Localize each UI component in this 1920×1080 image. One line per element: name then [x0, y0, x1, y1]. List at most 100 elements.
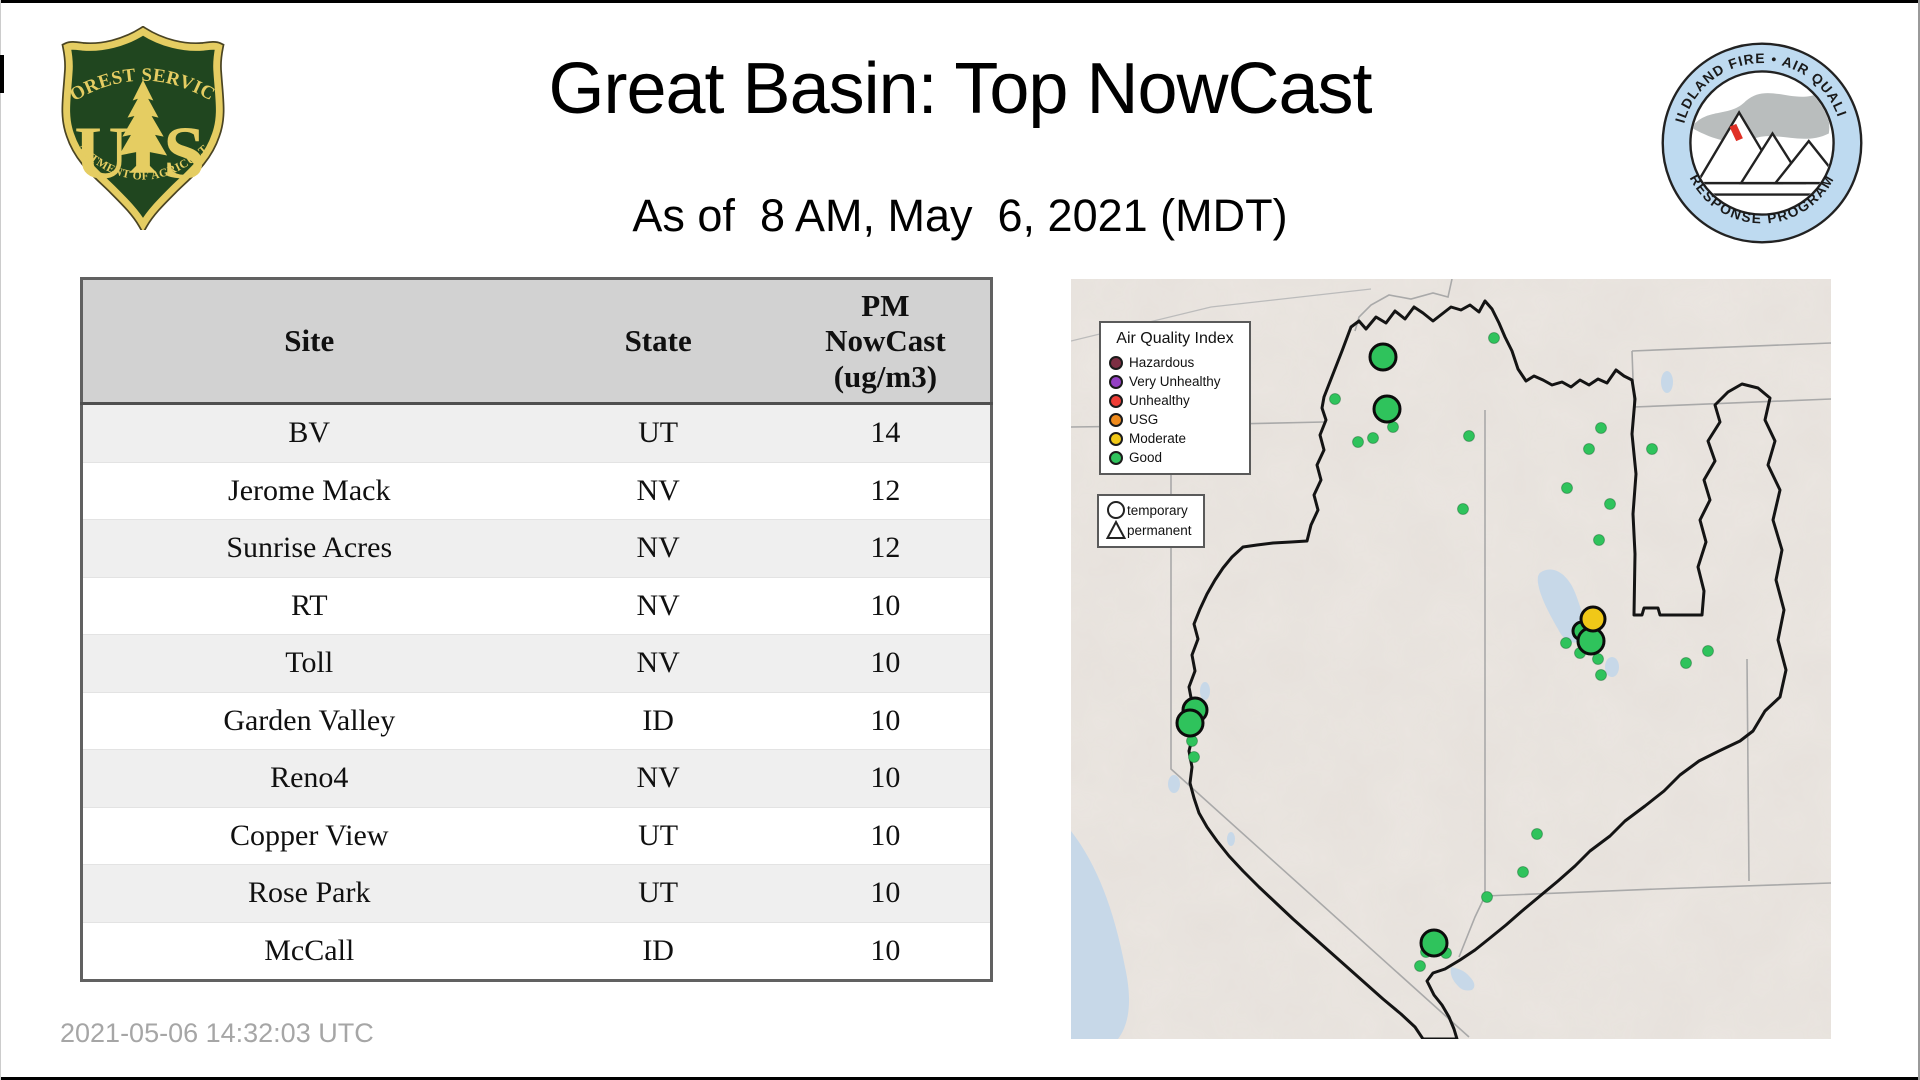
cell-state: NV	[535, 519, 781, 577]
monitor-marker-permanent-good	[1188, 751, 1200, 763]
aqi-legend-item: Good	[1109, 448, 1241, 467]
monitor-marker-permanent-good	[1604, 498, 1616, 510]
lake-walker	[1227, 832, 1235, 846]
aqi-legend-item: USG	[1109, 410, 1241, 429]
timestamp: 2021-05-06 14:32:03 UTC	[60, 1018, 374, 1048]
monitor-marker-temporary-good	[1419, 928, 1449, 958]
monitor-marker-permanent-good	[1593, 534, 1605, 546]
water-features	[1071, 323, 1673, 1039]
aqi-legend-item: Very Unhealthy	[1109, 372, 1241, 391]
monitor-marker-permanent-good	[1463, 430, 1475, 442]
frame-top-line	[0, 0, 1920, 3]
table-header-row: Site State PM NowCast (ug/m3)	[81, 278, 992, 405]
border-id-wy	[1631, 342, 1831, 352]
cell-site: Rose Park	[81, 864, 536, 922]
cell-site: Reno4	[81, 749, 536, 807]
monitor-marker-permanent-good	[1560, 637, 1572, 649]
cell-state: UT	[535, 864, 781, 922]
aqi-color-dot-icon	[1109, 393, 1123, 408]
aqi-item-label: Good	[1129, 450, 1163, 465]
cell-site: Garden Valley	[81, 691, 536, 750]
monitor-marker-temporary-good	[1372, 394, 1402, 424]
permanent-label: permanent	[1127, 523, 1192, 538]
table-row: BV UT 14	[81, 403, 992, 462]
wfaqrp-logo: WILDLAND FIRE • AIR QUALITY RESPONSE PRO…	[1657, 38, 1863, 244]
aqi-legend-item: Moderate	[1109, 429, 1241, 448]
pm-header-line1: PM	[861, 287, 910, 323]
nowcast-table: Site State PM NowCast (ug/m3) BV UT 14 Jero…	[80, 277, 993, 982]
border-az-nv-river	[1458, 895, 1486, 958]
frame-bottom-line	[0, 1077, 1920, 1080]
monitor-marker-temporary-moderate	[1579, 605, 1607, 633]
temporary-label: temporary	[1127, 503, 1188, 518]
monitor-marker-permanent-good	[1561, 482, 1573, 494]
monitor-marker-permanent-good	[1583, 443, 1595, 455]
frame-left-tick	[0, 55, 4, 93]
aqi-legend-title: Air Quality Index	[1116, 330, 1234, 347]
aqi-color-dot-icon	[1109, 431, 1123, 446]
cell-pm-nowcast: 12	[780, 519, 992, 577]
flame-icon	[1729, 123, 1743, 142]
cell-pm-nowcast: 12	[780, 461, 992, 520]
aqi-item-label: Unhealthy	[1129, 393, 1190, 408]
monitor-marker-permanent-good	[1329, 393, 1341, 405]
permanent-symbol-icon	[1105, 519, 1127, 539]
col-header-pm-nowcast: PM NowCast (ug/m3)	[780, 278, 992, 405]
pacific-ocean	[1071, 831, 1130, 1039]
aqi-item-label: USG	[1129, 412, 1159, 427]
monitor-type-symbols	[1105, 501, 1127, 539]
cell-site: Toll	[81, 634, 536, 692]
cell-pm-nowcast: 10	[780, 806, 992, 865]
great-salt-lake	[1537, 569, 1585, 643]
page-subtitle: As of 8 AM, May 6, 2021 (MDT)	[632, 190, 1288, 241]
great-basin-boundary	[1186, 299, 1788, 1039]
table-row: Sunrise Acres NV 12	[81, 519, 992, 577]
aqi-color-dot-icon	[1109, 355, 1123, 370]
lake-utah	[1605, 657, 1619, 677]
cell-state: NV	[535, 634, 781, 692]
col-header-site: Site	[81, 278, 536, 405]
aqi-item-label: Moderate	[1129, 431, 1187, 446]
table-row: Reno4 NV 10	[81, 749, 992, 807]
cell-pm-nowcast: 10	[780, 576, 992, 635]
aqi-legend: Air Quality Index Hazardous Very Unhealth…	[1099, 321, 1251, 475]
nowcast-table-body: BV UT 14 Jerome Mack NV 12 Sunrise Acres NV 12 RT…	[81, 403, 992, 981]
usfs-letter-s: S	[163, 112, 205, 195]
table-row: Copper View UT 10	[81, 806, 992, 865]
monitor-markers-large	[1175, 342, 1607, 958]
cell-pm-nowcast: 10	[780, 691, 992, 750]
page-title: Great Basin: Top NowCast	[548, 49, 1372, 129]
table-row: McCall ID 10	[81, 921, 992, 981]
aqi-legend-items: Hazardous Very Unhealthy Unhealthy USG Moder…	[1109, 353, 1241, 467]
aqi-color-dot-icon	[1109, 450, 1123, 465]
table-row: Garden Valley ID 10	[81, 691, 992, 750]
usfs-letter-u: U	[74, 112, 129, 195]
cell-site: McCall	[81, 921, 536, 981]
frame-right-line	[1918, 0, 1920, 1080]
border-or-id	[1354, 279, 1453, 332]
cell-site: Copper View	[81, 806, 536, 865]
aqi-item-label: Hazardous	[1129, 355, 1195, 370]
table-row: Jerome Mack NV 12	[81, 461, 992, 520]
cell-site: Jerome Mack	[81, 461, 536, 520]
cell-site: Sunrise Acres	[81, 519, 536, 577]
smoke-icon	[1691, 93, 1830, 142]
pm-header-line2: NowCast	[825, 323, 946, 359]
cell-state: UT	[535, 806, 781, 865]
frame-left-line	[0, 0, 1, 1080]
monitor-marker-permanent-good	[1517, 866, 1529, 878]
monitor-marker-permanent-good	[1414, 960, 1426, 972]
usfs-logo: FOREST SERVICE U S DEPARTMENT OF AGRICUL…	[57, 26, 225, 230]
cell-site: BV	[81, 403, 536, 462]
monitor-marker-permanent-good	[1352, 436, 1364, 448]
monitor-marker-permanent-good	[1595, 422, 1607, 434]
cell-state: NV	[535, 749, 781, 807]
cell-pm-nowcast: 10	[780, 864, 992, 922]
monitor-marker-permanent-good	[1702, 645, 1714, 657]
aqi-item-label: Very Unhealthy	[1129, 374, 1221, 389]
lake-tahoe	[1168, 775, 1180, 793]
cell-pm-nowcast: 10	[780, 921, 992, 981]
aqi-color-dot-icon	[1109, 412, 1123, 427]
monitor-marker-permanent-good	[1488, 332, 1500, 344]
monitor-marker-temporary-good	[1175, 708, 1205, 738]
